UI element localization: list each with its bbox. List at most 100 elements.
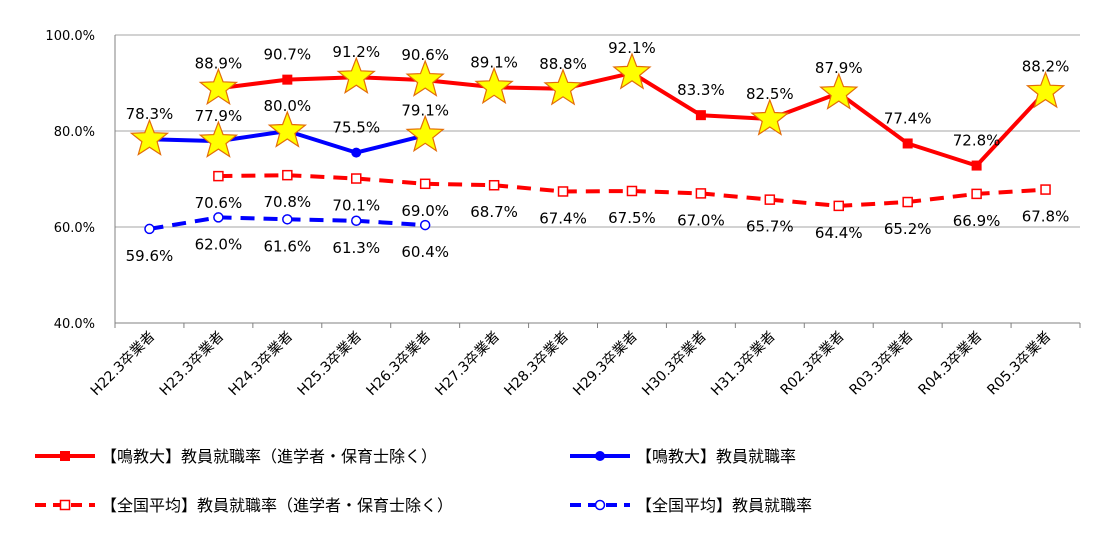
data-label: 78.3% <box>126 105 174 123</box>
data-label: 90.7% <box>263 46 311 64</box>
data-label: 87.9% <box>815 59 863 77</box>
data-point <box>557 186 569 197</box>
data-point <box>282 169 293 181</box>
x-tick-label: H24.3卒業者 <box>226 329 297 400</box>
y-tick-label: 60.0% <box>54 221 95 236</box>
star-icon <box>543 68 583 106</box>
data-label: 90.6% <box>401 46 449 64</box>
data-point <box>971 160 982 171</box>
x-tick-label: H23.3卒業者 <box>157 329 228 400</box>
x-tick-label: R04.3卒業者 <box>915 329 985 399</box>
data-label: 67.8% <box>1022 208 1070 226</box>
data-point <box>213 170 224 182</box>
star-icon <box>750 98 790 136</box>
data-point <box>902 196 913 208</box>
y-tick-label: 100.0% <box>45 29 95 44</box>
data-point <box>419 219 431 231</box>
star-icon <box>1025 70 1066 109</box>
data-label: 62.0% <box>195 235 243 253</box>
data-label: 60.4% <box>401 243 449 261</box>
data-label: 65.2% <box>884 220 932 238</box>
legend-marker <box>59 499 71 511</box>
data-label: 59.6% <box>126 247 174 265</box>
data-label: 65.7% <box>746 218 794 236</box>
data-point <box>419 178 431 190</box>
data-point <box>282 214 293 225</box>
data-label: 67.5% <box>608 209 656 227</box>
star-icon <box>267 110 308 148</box>
x-tick-label: R03.3卒業者 <box>847 329 917 399</box>
data-label: 83.3% <box>677 81 725 99</box>
star-icon <box>336 56 376 94</box>
legend-item: 【全国平均】教員就職率 <box>570 496 812 515</box>
data-point <box>351 147 362 158</box>
data-point <box>971 188 982 200</box>
legend-item: 【全国平均】教員就職率（進学者・保育士除く） <box>35 496 453 515</box>
data-point <box>282 74 293 85</box>
data-label: 70.8% <box>263 193 311 211</box>
legend: 【鳴教大】教員就職率（進学者・保育士除く） 【鳴教大】教員就職率【全国平均】教員就… <box>35 447 812 515</box>
data-label: 61.3% <box>332 239 380 257</box>
data-point <box>351 215 362 227</box>
data-label: 82.5% <box>746 85 794 103</box>
data-label: 70.1% <box>332 197 380 215</box>
data-point <box>695 188 707 199</box>
x-tick-label: H25.3卒業者 <box>295 329 366 400</box>
y-tick-label: 40.0% <box>54 317 95 332</box>
legend-label: 【鳴教大】教員就職率（進学者・保育士除く） <box>101 447 437 466</box>
star-icon <box>474 66 514 105</box>
data-point <box>833 200 844 212</box>
data-label: 77.9% <box>195 107 243 125</box>
x-tick-label: R05.3卒業者 <box>984 329 1054 399</box>
data-point <box>144 223 155 235</box>
data-label: 77.4% <box>884 109 932 127</box>
data-point <box>488 179 500 191</box>
data-point <box>695 110 706 121</box>
data-point <box>213 212 224 223</box>
data-point <box>764 194 776 205</box>
x-tick-label: H28.3卒業者 <box>501 329 572 400</box>
data-label: 67.4% <box>539 209 587 227</box>
star-icon <box>405 59 445 97</box>
star-icon <box>405 114 445 153</box>
legend-label: 【全国平均】教員就職率 <box>636 496 812 515</box>
legend-label: 【全国平均】教員就職率（進学者・保育士除く） <box>101 496 453 515</box>
star-icon <box>819 72 859 110</box>
data-point <box>351 173 362 184</box>
x-tick-label: H31.3卒業者 <box>708 329 779 400</box>
y-tick-label: 80.0% <box>54 125 95 140</box>
data-label: 69.0% <box>401 202 449 220</box>
star-icon <box>198 120 239 158</box>
legend-marker <box>60 451 70 461</box>
data-label: 75.5% <box>332 119 380 137</box>
x-tick-label: H30.3卒業者 <box>639 329 710 400</box>
x-tick-label: H26.3卒業者 <box>364 329 435 400</box>
legend-marker <box>595 451 605 461</box>
data-label: 67.0% <box>677 211 725 229</box>
data-label: 92.1% <box>608 39 656 57</box>
legend-marker <box>594 499 606 511</box>
x-tick-label: H29.3卒業者 <box>570 329 641 400</box>
x-tick-label: R02.3卒業者 <box>778 329 848 399</box>
data-label: 88.9% <box>195 54 243 72</box>
data-label: 88.8% <box>539 55 587 73</box>
legend-label: 【鳴教大】教員就職率 <box>636 447 796 466</box>
data-point <box>1040 184 1051 195</box>
x-tick-label: H22.3卒業者 <box>88 329 159 400</box>
data-label: 89.1% <box>470 53 518 71</box>
data-label: 64.4% <box>815 224 863 242</box>
data-label: 79.1% <box>401 101 449 119</box>
data-point <box>626 185 638 197</box>
star-icon <box>129 118 170 156</box>
x-tick-label: H27.3卒業者 <box>432 329 503 400</box>
data-point <box>902 138 913 149</box>
legend-item: 【鳴教大】教員就職率（進学者・保育士除く） <box>35 447 437 466</box>
data-label: 61.6% <box>263 237 311 255</box>
data-label: 72.8% <box>953 132 1001 150</box>
data-label: 70.6% <box>195 194 243 212</box>
data-label: 80.0% <box>263 97 311 115</box>
data-label: 66.9% <box>953 212 1001 230</box>
data-label: 88.2% <box>1022 58 1070 76</box>
